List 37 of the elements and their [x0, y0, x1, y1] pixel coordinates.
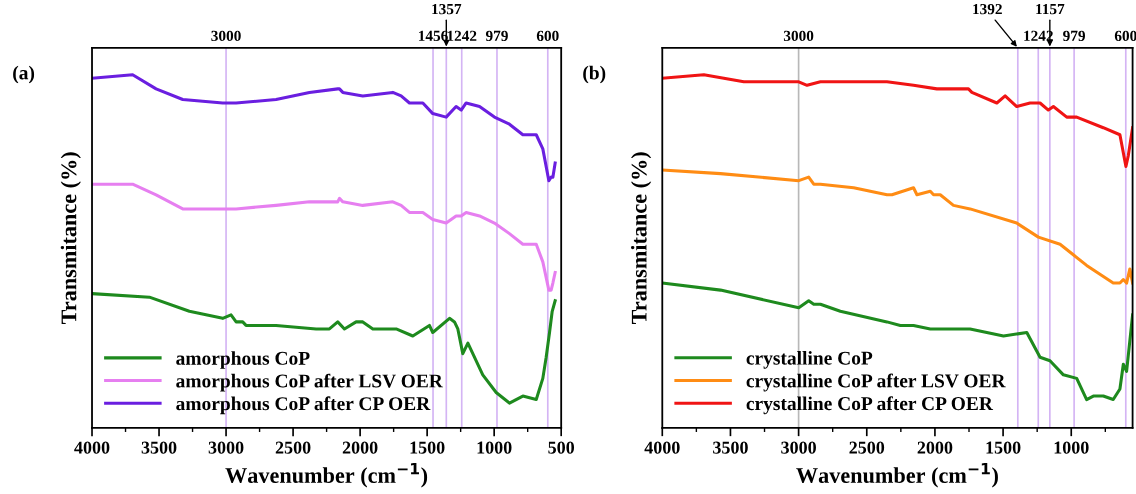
x-tick-label: 2000	[917, 441, 953, 454]
ref-line-label: 979	[485, 30, 508, 42]
ref-line-label: 1242	[447, 30, 477, 41]
ref-line-label: 979	[1063, 30, 1086, 42]
x-tick-label: 4000	[74, 441, 110, 454]
ref-line-label: 1157	[1036, 4, 1065, 15]
ref-line-label: 1392	[973, 3, 1002, 15]
x-tick-label: 4000	[644, 441, 680, 454]
legend-label: crystalline CoP after LSV OER	[746, 373, 1006, 392]
x-tick-label: 3500	[141, 441, 177, 454]
ref-line-label: 3000	[783, 30, 814, 42]
x-tick-label: 3500	[713, 441, 748, 454]
y-axis-title: Transmitance (%)	[631, 152, 652, 325]
legend-label: amorphous CoP after CP OER	[176, 396, 431, 415]
x-tick-label: 3000	[781, 441, 816, 454]
x-tick-label: 1000	[1054, 441, 1089, 454]
y-axis-title: Transmitance (%)	[60, 152, 81, 325]
x-tick-label: 1000	[477, 441, 512, 454]
legend-label: amorphous CoP	[176, 351, 310, 369]
legend-label: amorphous CoP after LSV OER	[176, 373, 444, 392]
ref-line-label: 1357	[432, 3, 462, 15]
ref-line-label: 600	[1114, 30, 1136, 42]
x-axis-title: Wavenumber (cm$^{−1}$)	[796, 462, 998, 488]
chart-title: (b)	[583, 65, 606, 84]
chart-title: (a)	[13, 65, 35, 84]
x-tick-label: 1500	[986, 441, 1021, 454]
x-tick-label: 2500	[849, 441, 885, 454]
ref-line-label: 600	[536, 30, 559, 42]
x-tick-label: 2500	[275, 441, 311, 454]
x-tick-label: 500	[548, 441, 575, 454]
x-tick-label: 1500	[410, 441, 445, 454]
legend-label: crystalline CoP	[746, 351, 873, 369]
x-tick-label: 2000	[342, 441, 378, 454]
x-axis-title: Wavenumber (cm$^{−1}$)	[225, 462, 428, 488]
x-tick-label: 3000	[208, 441, 244, 454]
ref-line-label: 3000	[211, 30, 241, 42]
legend-label: crystalline CoP after CP OER	[746, 396, 994, 415]
